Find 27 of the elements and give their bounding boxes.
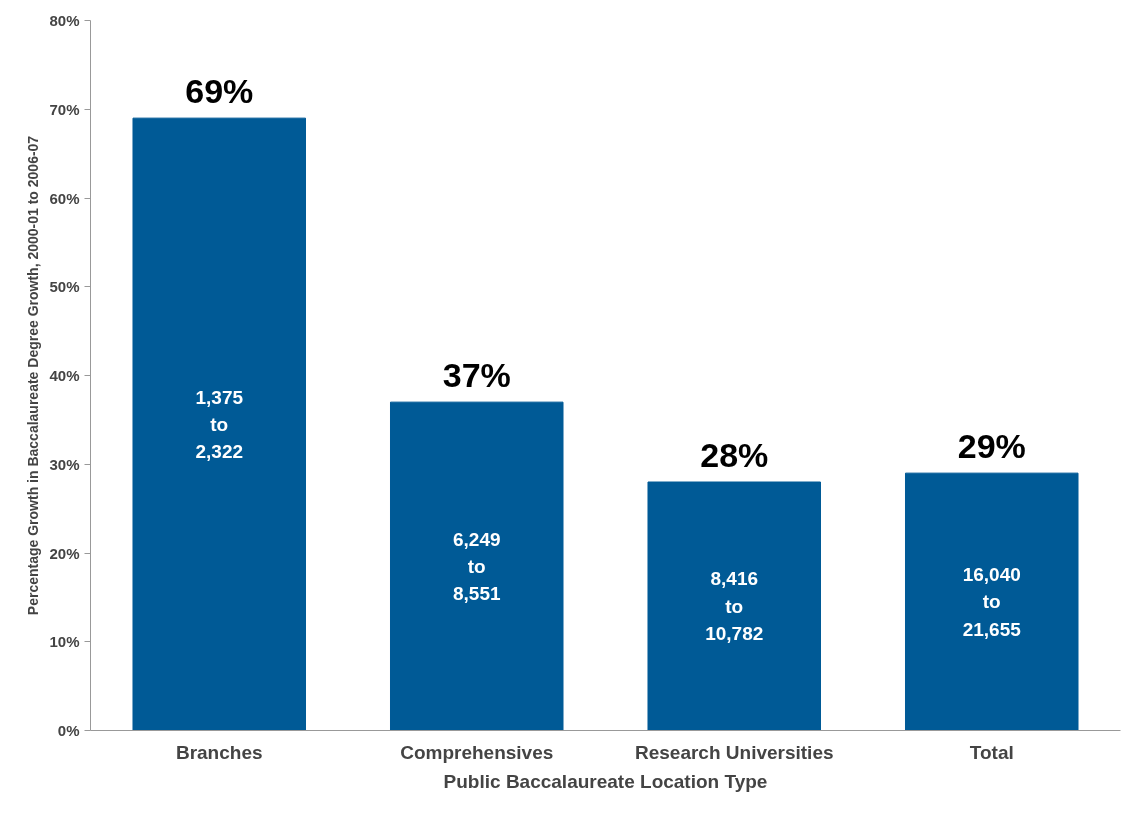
y-tick-label: 0% [57, 722, 80, 739]
x-tick-label: Research Universities [634, 741, 834, 763]
annotation: 1,375 to 2,322 [195, 386, 244, 463]
x-tick-label: Branches [175, 741, 263, 763]
y-tick-label: 20% [49, 544, 80, 562]
bar [647, 481, 822, 731]
y-tick-label: 50% [49, 278, 80, 296]
data-label: 37% [442, 356, 511, 395]
x-tick-label: Comprehensives [400, 741, 554, 763]
y-axis-title: Percentage Growth in Baccalaureate Degree Growth, 2000-01 to 2006-07 [25, 135, 42, 616]
data-label: 69% [185, 72, 254, 111]
data-label: 28% [700, 436, 769, 474]
y-tick-label: 10% [49, 633, 80, 651]
bar [389, 401, 564, 731]
y-tick-label: 40% [49, 367, 80, 384]
annotation: 16,040 to 21,655 [962, 564, 1022, 640]
bar [904, 472, 1079, 731]
x-tick-label: Total [969, 741, 1014, 763]
y-tick-label: 60% [49, 189, 80, 207]
annotation: 6,249 to 8,551 [452, 528, 501, 605]
annotation: 8,416 to 10,782 [705, 568, 764, 645]
y-tick-label: 80% [49, 12, 80, 29]
data-label: 29% [957, 427, 1026, 466]
y-tick-label: 30% [49, 455, 80, 473]
x-axis-title: Public Baccalaureate Location Type [443, 770, 768, 792]
y-tick-label: 70% [49, 100, 80, 118]
bar [132, 117, 307, 731]
